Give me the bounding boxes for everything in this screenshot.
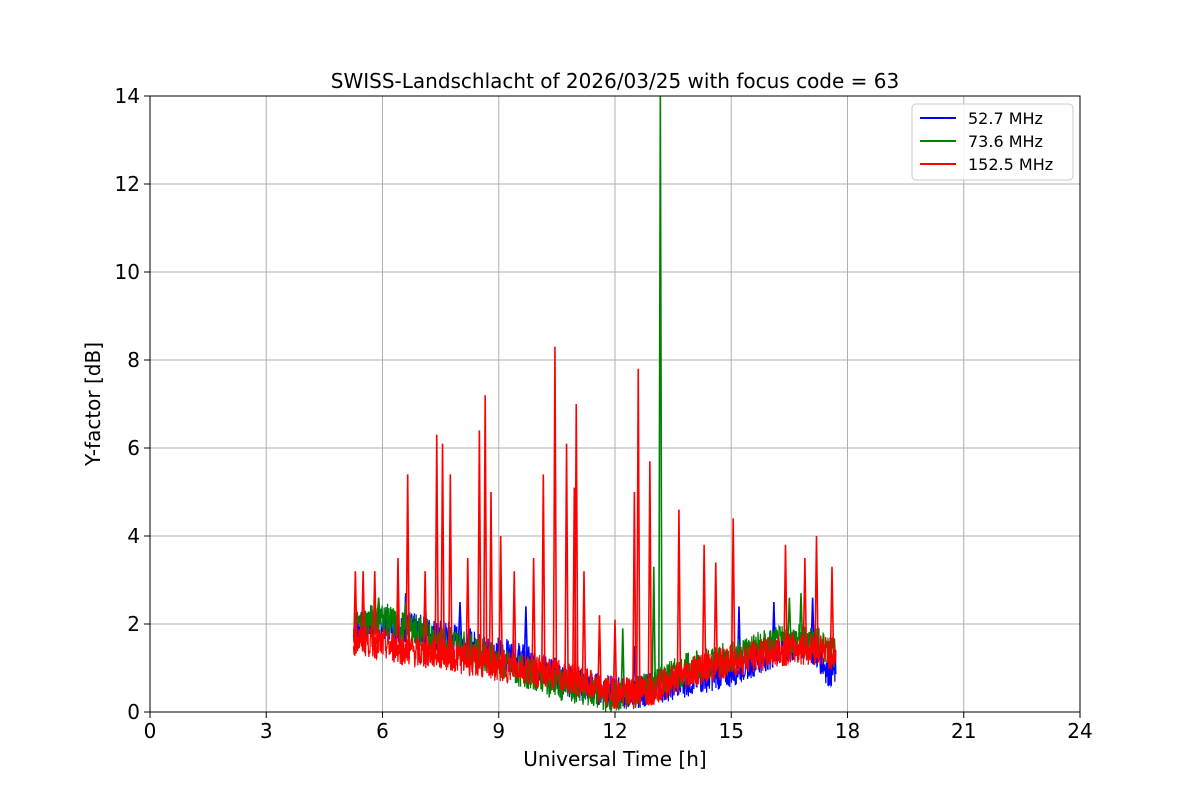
series-spike xyxy=(651,566,657,686)
series-spike xyxy=(360,571,366,642)
series-spike xyxy=(523,606,529,663)
x-tick-label: 3 xyxy=(260,719,273,743)
series-spike xyxy=(395,557,401,650)
series-spike xyxy=(434,434,440,655)
series-spike xyxy=(573,403,579,682)
series-spike xyxy=(620,628,626,698)
series-spike xyxy=(448,474,453,658)
series-spike xyxy=(457,601,463,642)
x-tick-label: 15 xyxy=(719,719,744,743)
legend-label: 52.7 MHz xyxy=(968,109,1043,128)
series-spike xyxy=(783,544,788,652)
x-tick-label: 18 xyxy=(835,719,860,743)
series-spike xyxy=(730,518,736,664)
series-spike xyxy=(829,566,835,655)
series-spike xyxy=(353,571,358,642)
series-spike xyxy=(802,557,808,651)
series-spike xyxy=(422,571,428,655)
x-tick-label: 21 xyxy=(951,719,976,743)
series-spike xyxy=(676,509,682,679)
y-tick-label: 8 xyxy=(127,348,140,372)
y-tick-label: 2 xyxy=(127,612,140,636)
x-tick-label: 9 xyxy=(492,719,505,743)
legend-box xyxy=(911,103,1074,181)
series-spike xyxy=(597,615,602,691)
series-spike xyxy=(376,597,381,621)
legend: 52.7 MHz 73.6 MHz 152.5 MHz xyxy=(911,103,1074,181)
series-spike xyxy=(477,430,482,664)
series-spike xyxy=(564,443,569,680)
series-spike xyxy=(482,395,488,665)
series-spike xyxy=(635,368,641,694)
y-tick-label: 4 xyxy=(127,524,140,548)
series-layer xyxy=(352,95,837,713)
series-spike xyxy=(798,593,804,642)
y-tick-label: 12 xyxy=(115,172,140,196)
x-tick-label: 0 xyxy=(144,719,157,743)
y-tick-label: 14 xyxy=(115,84,140,108)
series-spike xyxy=(511,571,517,669)
series-spike xyxy=(787,597,792,642)
series-spike xyxy=(405,474,410,652)
series-spike xyxy=(488,491,494,667)
x-tick-label: 6 xyxy=(376,719,389,743)
series-line xyxy=(352,623,837,710)
series-spike xyxy=(647,461,653,691)
series-spike xyxy=(581,571,587,685)
chart-title: SWISS-Landschlacht of 2026/03/25 with fo… xyxy=(331,69,899,93)
series-spike xyxy=(814,535,819,651)
series-spike xyxy=(498,535,503,669)
y-tick-label: 0 xyxy=(127,700,140,724)
series-spike xyxy=(372,571,378,645)
series-spike xyxy=(701,544,707,670)
y-axis-label: Y-factor [dB] xyxy=(81,342,105,467)
series-spike xyxy=(440,443,445,656)
series-spike xyxy=(541,474,546,674)
legend-label: 152.5 MHz xyxy=(968,155,1053,174)
series-spike xyxy=(612,619,618,695)
series-spike xyxy=(531,557,536,672)
series-2 xyxy=(352,346,837,710)
x-tick-label: 12 xyxy=(602,719,627,743)
series-spike xyxy=(713,562,719,668)
y-tick-label: 10 xyxy=(115,260,140,284)
series-spike xyxy=(632,491,637,695)
legend-label: 73.6 MHz xyxy=(968,132,1043,151)
x-axis-label: Universal Time [h] xyxy=(523,747,706,771)
y-tick-label: 6 xyxy=(127,436,140,460)
x-tick-label: 24 xyxy=(1067,719,1092,743)
series-spike xyxy=(465,557,471,661)
series-spike xyxy=(552,346,558,677)
